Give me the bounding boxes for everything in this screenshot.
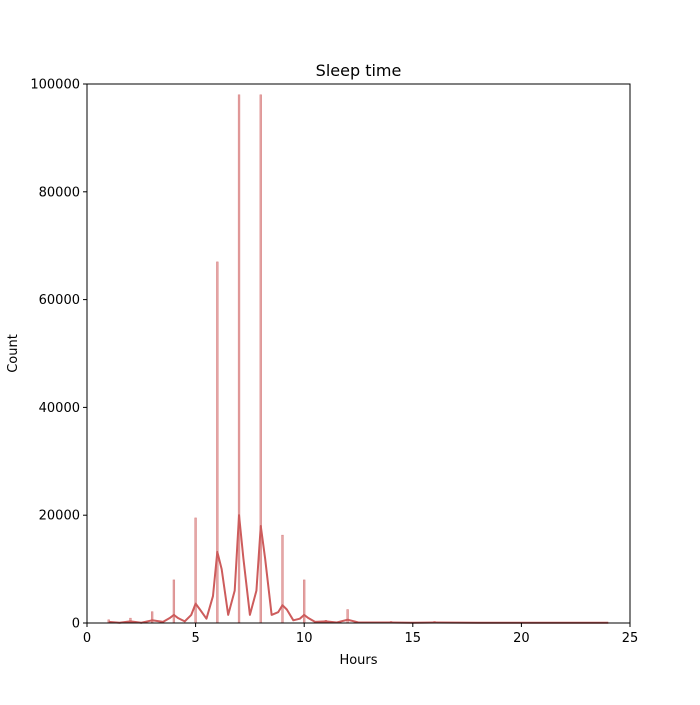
x-tick-label: 10	[296, 631, 313, 646]
x-tick-label: 0	[83, 631, 91, 646]
y-axis-label: Count	[6, 334, 21, 373]
y-tick-label: 20000	[39, 509, 80, 524]
x-axis-label: Hours	[339, 653, 377, 668]
y-tick-label: 80000	[39, 185, 80, 200]
x-tick-label: 20	[513, 631, 530, 646]
y-tick-label: 100000	[30, 78, 80, 93]
x-tick-label: 5	[191, 631, 199, 646]
y-tick-label: 40000	[39, 401, 80, 416]
hist-bar	[347, 610, 349, 623]
y-tick-label: 60000	[39, 293, 80, 308]
hist-bar	[216, 262, 218, 623]
hist-bar	[282, 535, 284, 623]
y-tick-label: 0	[72, 617, 80, 632]
chart-title: Sleep time	[316, 61, 402, 80]
hist-bar	[238, 95, 240, 623]
x-tick-label: 15	[405, 631, 422, 646]
x-tick-label: 25	[622, 631, 639, 646]
